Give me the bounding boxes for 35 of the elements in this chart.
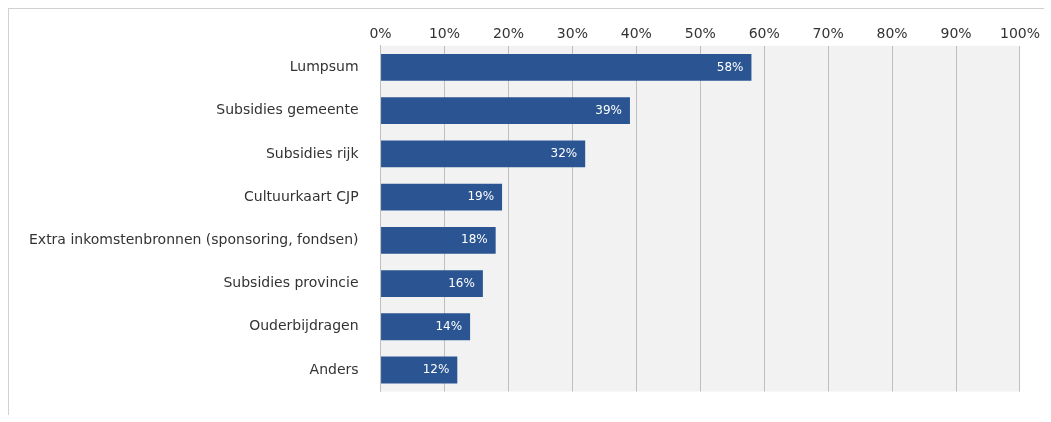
bar bbox=[381, 54, 752, 81]
x-tick-label: 90% bbox=[940, 25, 972, 42]
data-label: 19% bbox=[467, 189, 495, 204]
y-tick-label: Extra inkomstenbronnen (sponsoring, fondsen) bbox=[29, 230, 359, 247]
data-label: 39% bbox=[595, 102, 622, 117]
x-tick-label: 30% bbox=[556, 25, 588, 42]
y-tick-label: Subsidies gemeente bbox=[216, 101, 359, 118]
x-tick-label: 70% bbox=[812, 25, 844, 42]
data-label: 18% bbox=[461, 232, 488, 247]
x-tick-label: 20% bbox=[492, 25, 525, 42]
x-tick-label: 100% bbox=[999, 25, 1040, 42]
data-label: 32% bbox=[550, 145, 578, 160]
y-tick-label: Anders bbox=[309, 360, 359, 377]
bar bbox=[381, 313, 471, 341]
x-tick-label: 60% bbox=[748, 25, 780, 42]
x-tick-label: 0% bbox=[369, 25, 392, 42]
data-label: 58% bbox=[716, 59, 744, 74]
bar bbox=[381, 183, 503, 211]
x-tick-label: 40% bbox=[620, 25, 652, 42]
y-tick-label: Ouderbijdragen bbox=[249, 317, 359, 334]
data-label: 12% bbox=[422, 362, 450, 377]
y-tick-label: Subsidies rijk bbox=[265, 144, 360, 161]
bar bbox=[381, 270, 483, 297]
data-label: 16% bbox=[448, 275, 475, 290]
bar bbox=[381, 97, 630, 125]
x-tick-label: 80% bbox=[876, 25, 908, 42]
y-tick-label: Cultuurkaart CJP bbox=[243, 187, 359, 204]
x-tick-label: 10% bbox=[428, 25, 461, 42]
y-tick-label: Subsidies provincie bbox=[223, 274, 359, 291]
y-tick-label: Lumpsum bbox=[289, 58, 359, 75]
bar bbox=[381, 140, 586, 168]
x-tick-label: 50% bbox=[684, 25, 716, 42]
data-label: 14% bbox=[435, 318, 463, 333]
bar bbox=[381, 226, 496, 254]
bar bbox=[381, 356, 458, 384]
